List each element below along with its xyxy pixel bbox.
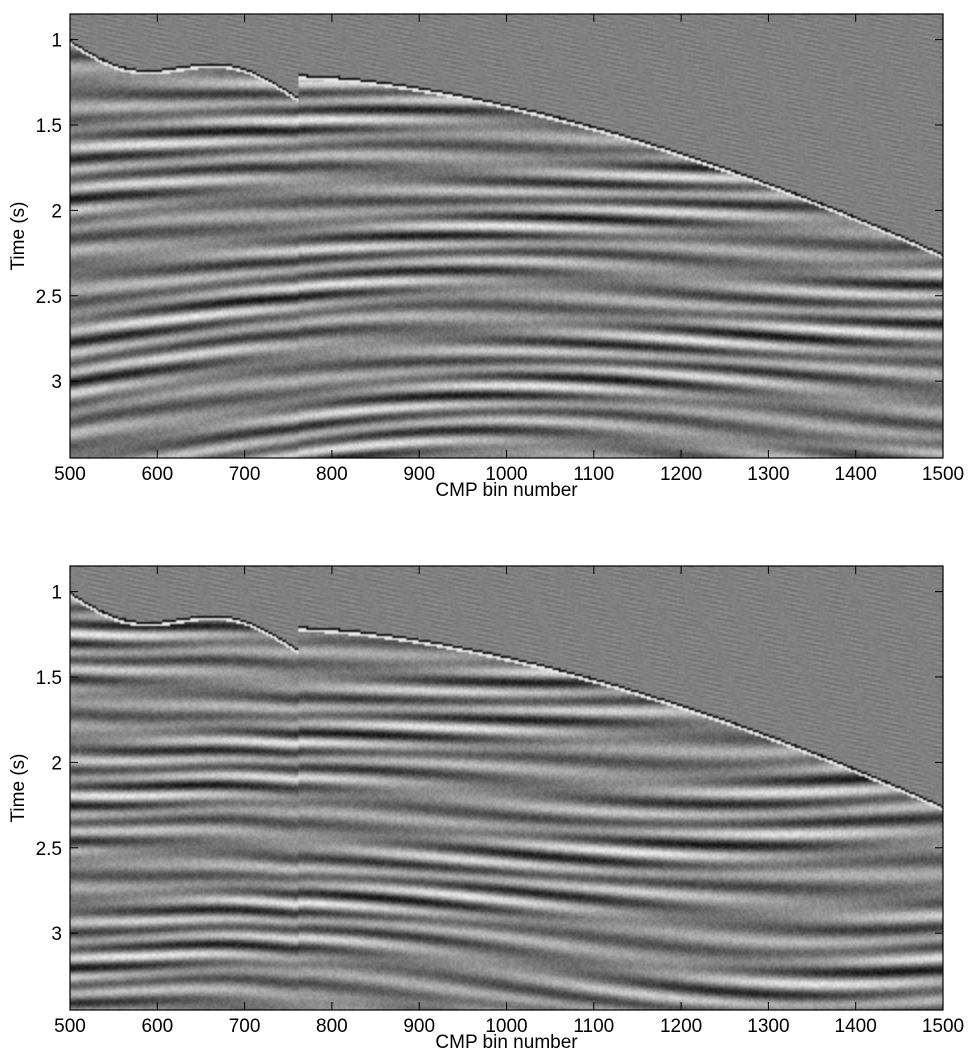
y-tick-label: 2.5	[36, 839, 62, 860]
x-tick-label: 1000	[485, 464, 527, 485]
y-axis-label: Time (s)	[8, 202, 29, 271]
y-tick-label: 2	[51, 753, 62, 774]
x-tick-label: 800	[316, 464, 348, 485]
y-tick-label: 1	[51, 31, 62, 52]
y-tick-label: 2	[51, 201, 62, 222]
x-tick-label: 1100	[573, 464, 614, 485]
y-axis-label: Time (s)	[8, 754, 29, 823]
x-tick-label: 1400	[835, 1016, 877, 1037]
y-tick-label: 2.5	[36, 287, 62, 308]
x-axis-label: CMP bin number	[435, 480, 578, 501]
x-tick-label: 600	[141, 1016, 173, 1037]
x-tick-label: 900	[403, 464, 435, 485]
x-tick-label: 1200	[660, 1016, 702, 1037]
x-tick-label: 600	[141, 464, 173, 485]
x-tick-label: 1000	[485, 1016, 527, 1037]
x-tick-label: 1300	[747, 1016, 789, 1037]
y-tick-label: 1.5	[36, 116, 62, 137]
x-tick-label: 500	[54, 1016, 86, 1037]
x-tick-label: 700	[229, 1016, 261, 1037]
x-tick-label: 700	[229, 464, 261, 485]
seismic-image	[70, 566, 943, 1010]
x-tick-label: 500	[54, 464, 86, 485]
x-tick-label: 1500	[922, 464, 964, 485]
seismic-panel-top: 500 600 700 800 900 1000 1100 1200 1300 1400 1500 1…	[8, 13, 964, 501]
x-tick-label: 900	[403, 1016, 435, 1037]
x-tick-label: 1100	[573, 1016, 614, 1037]
y-tick-label: 3	[51, 924, 62, 945]
x-tick-label: 1300	[747, 464, 789, 485]
x-tick-label: 800	[316, 1016, 348, 1037]
x-tick-label: 1500	[922, 1016, 964, 1037]
x-axis-label: CMP bin number	[435, 1032, 578, 1053]
y-tick-label: 1.5	[36, 668, 62, 689]
y-tick-label: 1	[51, 583, 62, 604]
seismic-image	[70, 14, 943, 458]
seismic-panel-bottom: 500 600 700 800 900 1000 1100 1200 1300 1400 1500 1…	[8, 565, 964, 1053]
y-tick-label: 3	[51, 372, 62, 393]
x-tick-label: 1400	[835, 464, 877, 485]
x-tick-label: 1200	[660, 464, 702, 485]
